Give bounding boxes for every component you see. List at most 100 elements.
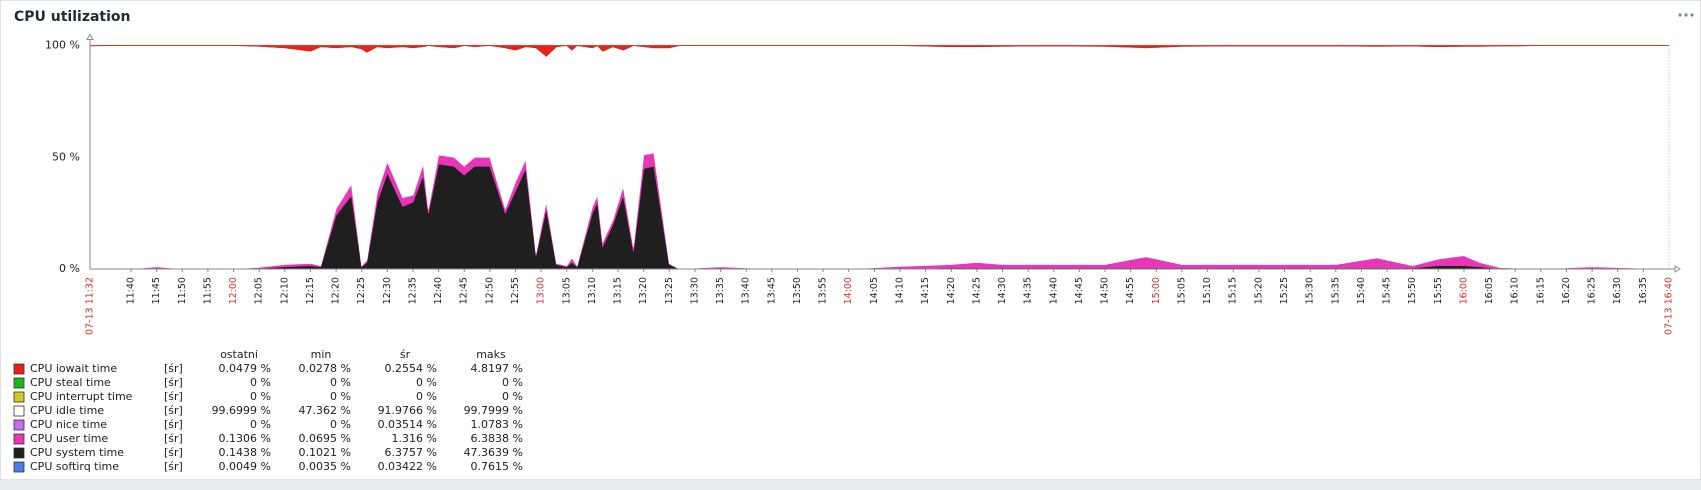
x-tick-label: 16:15 [1535,277,1546,304]
x-tick-label: 15:45 [1382,277,1393,304]
area [89,45,1670,57]
x-tick-label: 16:25 [1587,277,1598,304]
x-tick-label: 13:05 [561,277,572,304]
legend-stat: 47.362 % [299,404,351,417]
x-tick-label: 15:35 [1330,277,1341,304]
x-tick-label: 11:55 [202,277,213,304]
legend-swatch [13,405,25,417]
x-tick-label: 13:20 [638,277,649,304]
x-tick-label: 13:45 [766,277,777,304]
legend-stat: 0.2554 % [385,362,437,375]
legend-swatch [13,377,25,389]
legend-stat: 0 % [330,376,351,389]
x-tick-label: 14:30 [997,277,1008,304]
legend-function: [śr] [164,362,183,375]
legend-stat: 99.6999 % [212,404,271,417]
axis-arrow [86,33,94,40]
legend-stat: 0 % [250,390,271,403]
x-tick-label: 14:55 [1125,277,1136,304]
legend-stat: 0.03514 % [378,418,437,431]
legend-stat: 0.7615 % [471,460,523,473]
x-tick-label: 15:20 [1253,277,1264,304]
x-tick-label: 16:05 [1484,277,1495,304]
y-tick-label: 100 % [45,39,80,52]
x-tick-label: 12:05 [254,277,265,304]
x-tick-label: 13:40 [741,277,752,304]
x-tick-label: 12:40 [433,277,444,304]
legend-stat: 0.0278 % [299,362,351,375]
x-tick-label: 14:05 [869,277,880,304]
legend-column-header: maks [476,348,506,361]
legend-column-header: śr [400,348,411,361]
legend-name: CPU idle time [30,404,104,417]
legend-name: CPU nice time [30,418,107,431]
legend-name: CPU iowait time [30,362,117,375]
x-tick-label: 12:00 [228,277,239,304]
legend-name: CPU user time [30,432,108,445]
legend-stat: 0 % [250,376,271,389]
x-tick-label: 11:50 [177,277,188,304]
x-tick-label: 12:10 [279,277,290,304]
legend-stat: 91.9766 % [378,404,437,417]
x-tick-label: 15:15 [1228,277,1239,304]
legend-name: CPU interrupt time [30,390,133,403]
chart: CPU utilization 0 % 50 % 100 % 11:40 11:45 11… [13,9,1694,473]
x-tick-label: 15:05 [1176,277,1187,304]
x-tick-label: 14:45 [1074,277,1085,304]
x-limit-label: 07-13 11:32 [85,277,96,335]
legend-stat: 4.8197 % [471,362,523,375]
x-tick-label: 15:50 [1407,277,1418,304]
x-tick-label: 12:35 [407,277,418,304]
legend-stat: 0 % [502,390,523,403]
menu-dots[interactable] [1678,13,1694,17]
x-tick-label: 16:20 [1561,277,1572,304]
x-tick-label: 16:00 [1458,277,1469,304]
x-tick-label: 15:10 [1202,277,1213,304]
chart-title: CPU utilization [14,9,131,25]
x-tick-label: 14:20 [946,277,957,304]
legend-stat: 0.1438 % [219,446,271,459]
x-tick-label: 14:35 [1023,277,1034,304]
x-tick-label: 15:00 [1151,277,1162,304]
legend-stat: 1.316 % [392,432,437,445]
x-limit-label: 07-13 16:40 [1664,277,1675,335]
plot-areas [89,45,1670,270]
legend-name: CPU softirq time [30,460,119,473]
x-tick-label: 13:00 [536,277,547,304]
legend-name: CPU system time [30,446,124,459]
x-tick-label: 14:50 [1100,277,1111,304]
legend-stat: 0.03422 % [378,460,437,473]
x-tick-label: 13:55 [818,277,829,304]
legend-swatch [13,363,25,375]
widget: CPU utilization 0 % 50 % 100 % 11:40 11:45 11… [0,0,1701,480]
area [89,45,1670,270]
legend-stat: 0.0035 % [299,460,351,473]
legend-stat: 0.0479 % [219,362,271,375]
x-tick-label: 16:10 [1510,277,1521,304]
legend-stat: 0 % [502,376,523,389]
x-tick-label: 15:40 [1356,277,1367,304]
legend-function: [śr] [164,460,183,473]
legend-function: [śr] [164,404,183,417]
legend-stat: 6.3838 % [471,432,523,445]
legend-swatch [13,391,25,403]
x-tick-label: 14:15 [920,277,931,304]
x-tick-label: 13:50 [792,277,803,304]
legend-stat: 47.3639 % [464,446,523,459]
x-tick-label: 14:25 [971,277,982,304]
legend-stat: 0.1306 % [219,432,271,445]
legend-stat: 0 % [330,418,351,431]
y-tick-label: 0 % [59,262,80,275]
x-tick-label: 13:10 [587,277,598,304]
x-tick-label: 13:30 [689,277,700,304]
x-tick-label: 12:50 [484,277,495,304]
x-tick-label: 12:20 [331,277,342,304]
legend-swatch [13,433,25,445]
legend-name: CPU steal time [30,376,111,389]
legend-swatch [13,447,25,459]
axis-arrow [1674,265,1681,273]
y-tick-label: 50 % [52,150,80,163]
x-tick-label: 11:45 [151,277,162,304]
legend-stat: 0 % [416,390,437,403]
legend-stat: 0.0695 % [299,432,351,445]
